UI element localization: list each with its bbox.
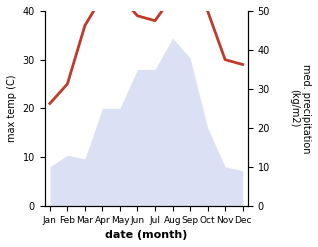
X-axis label: date (month): date (month) [105, 230, 187, 240]
Y-axis label: med. precipitation
(kg/m2): med. precipitation (kg/m2) [289, 64, 311, 153]
Y-axis label: max temp (C): max temp (C) [7, 75, 17, 142]
